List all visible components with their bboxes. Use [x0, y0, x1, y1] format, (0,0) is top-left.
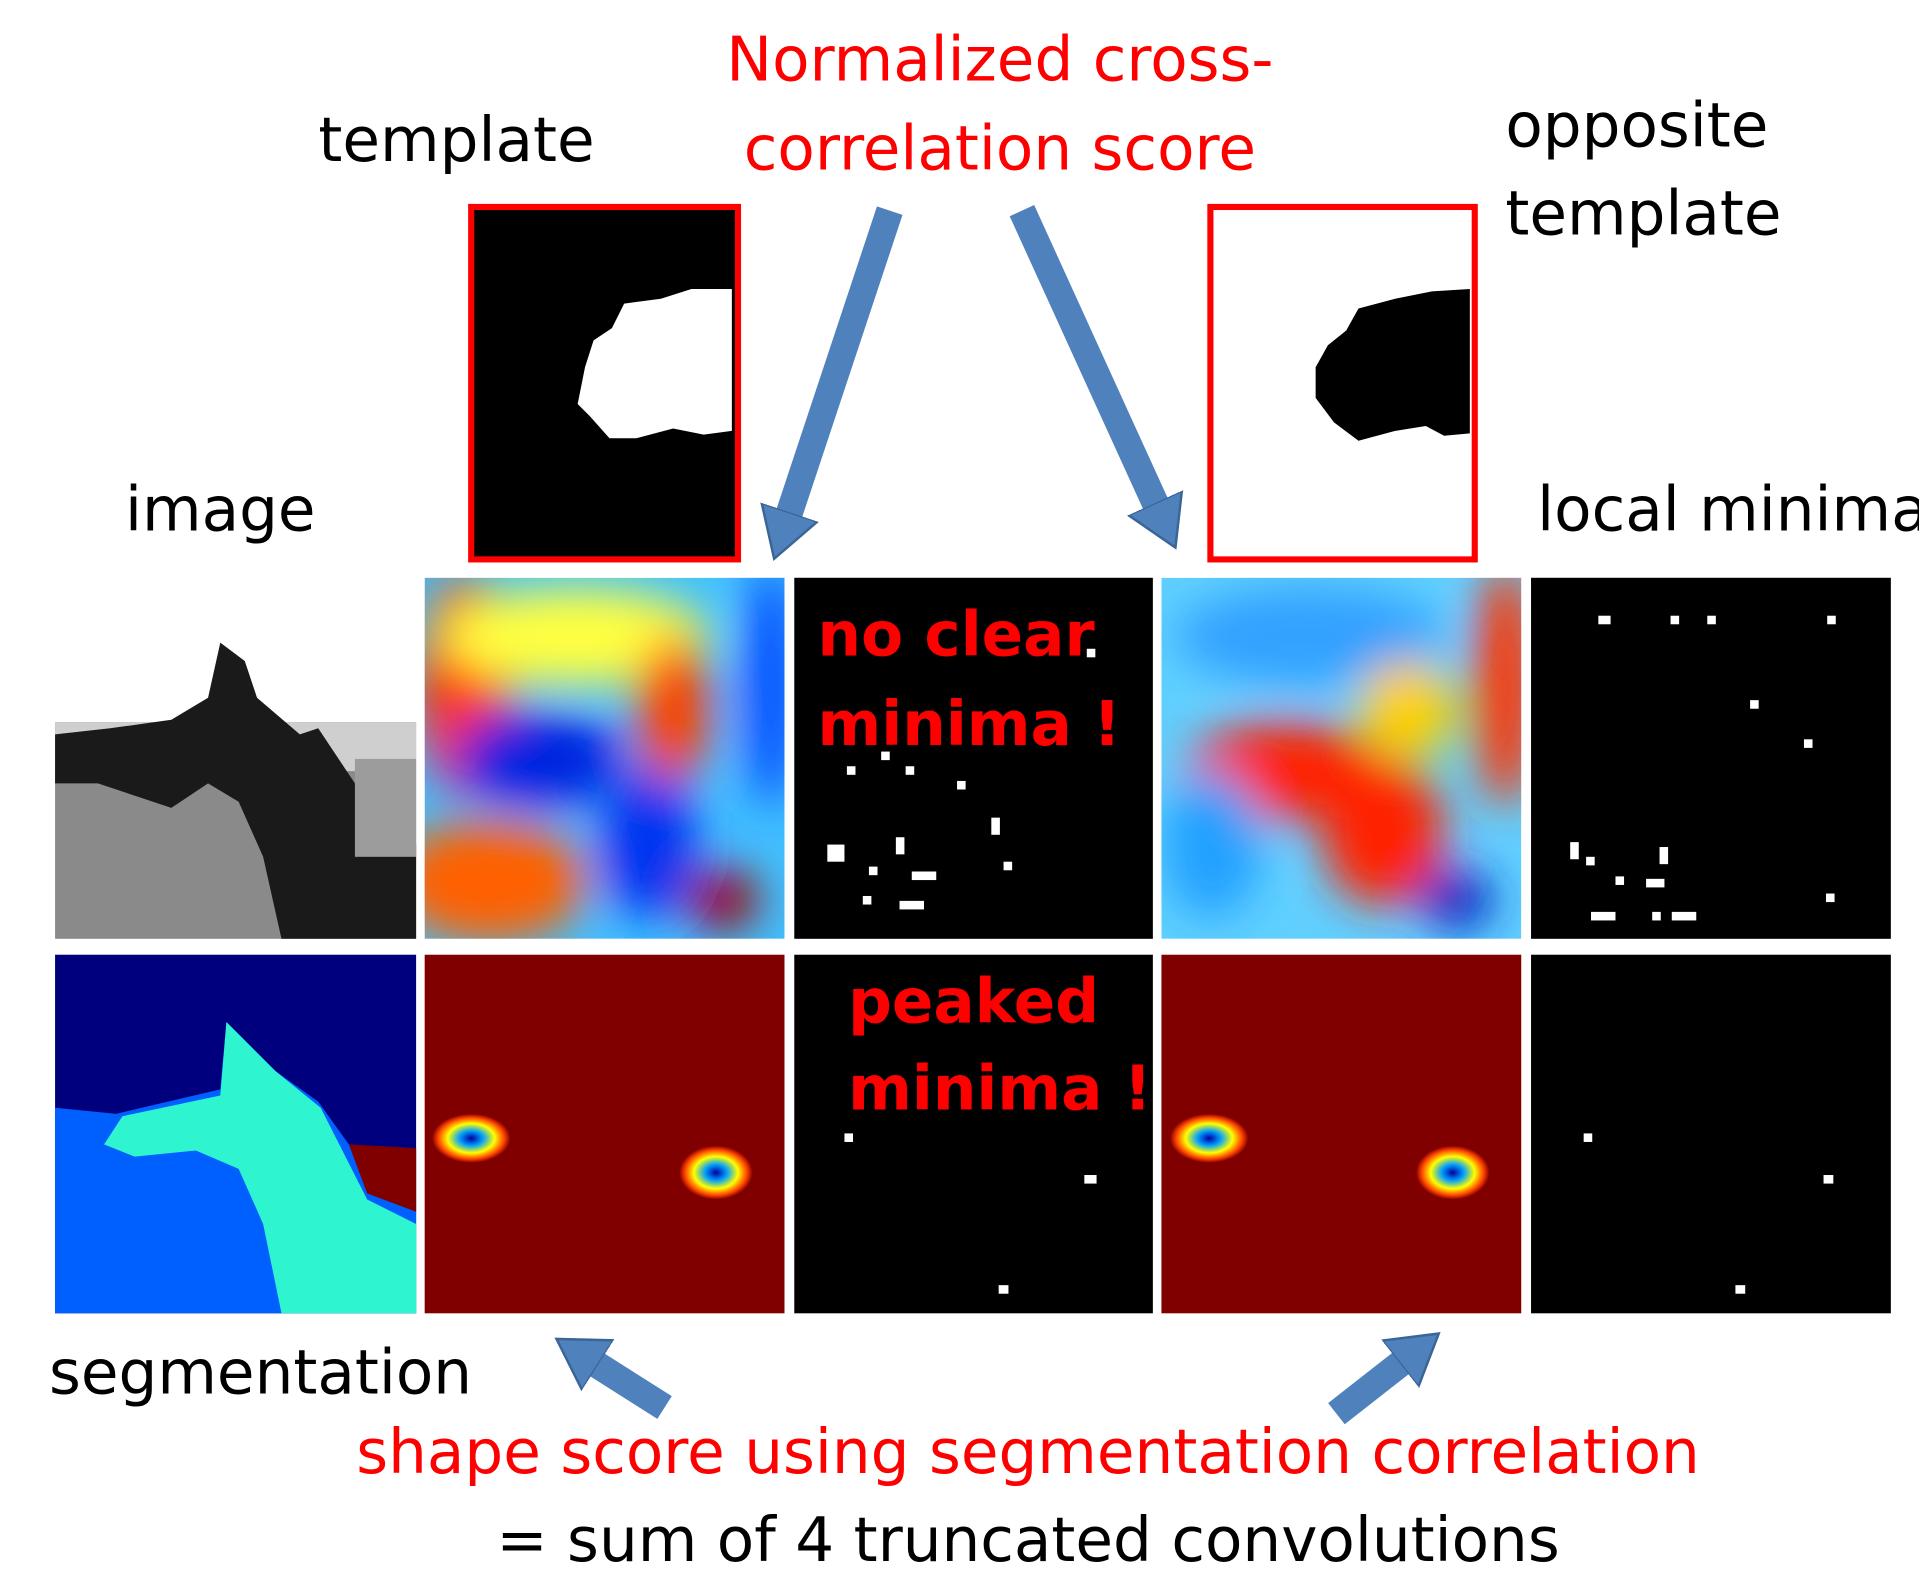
input-image — [55, 643, 416, 939]
footer-line: shape score using segmentation correlati… — [356, 1417, 1700, 1488]
annotation: minima ! — [848, 1054, 1152, 1125]
label: template — [1505, 179, 1781, 250]
shape-score-heatmap — [425, 955, 785, 1314]
title-line: Normalized cross- — [726, 24, 1273, 95]
annotation: no clear — [818, 600, 1095, 671]
annotation: peaked — [848, 967, 1099, 1038]
title-line: correlation score — [744, 114, 1256, 185]
label: opposite — [1505, 90, 1768, 161]
ncc-heatmap — [392, 563, 796, 942]
diagram: Normalized cross- correlation score temp… — [0, 0, 1919, 1579]
label: local minima — [1537, 475, 1919, 546]
annotation: minima ! — [818, 689, 1122, 760]
opposite-shape-score-heatmap — [1161, 955, 1521, 1314]
page: {"header": {"title_lines": ["Normalized … — [0, 0, 1919, 1579]
opposite-template-image — [1210, 207, 1474, 559]
opposite-ncc-heatmap — [1161, 563, 1535, 939]
label: image — [125, 475, 316, 546]
footer-line: = sum of 4 truncated convolutions — [496, 1505, 1559, 1576]
label: segmentation — [49, 1338, 472, 1409]
label: template — [318, 105, 594, 176]
minima-map — [1531, 578, 1891, 939]
template-image — [471, 207, 738, 559]
segmentation-image — [55, 955, 416, 1314]
